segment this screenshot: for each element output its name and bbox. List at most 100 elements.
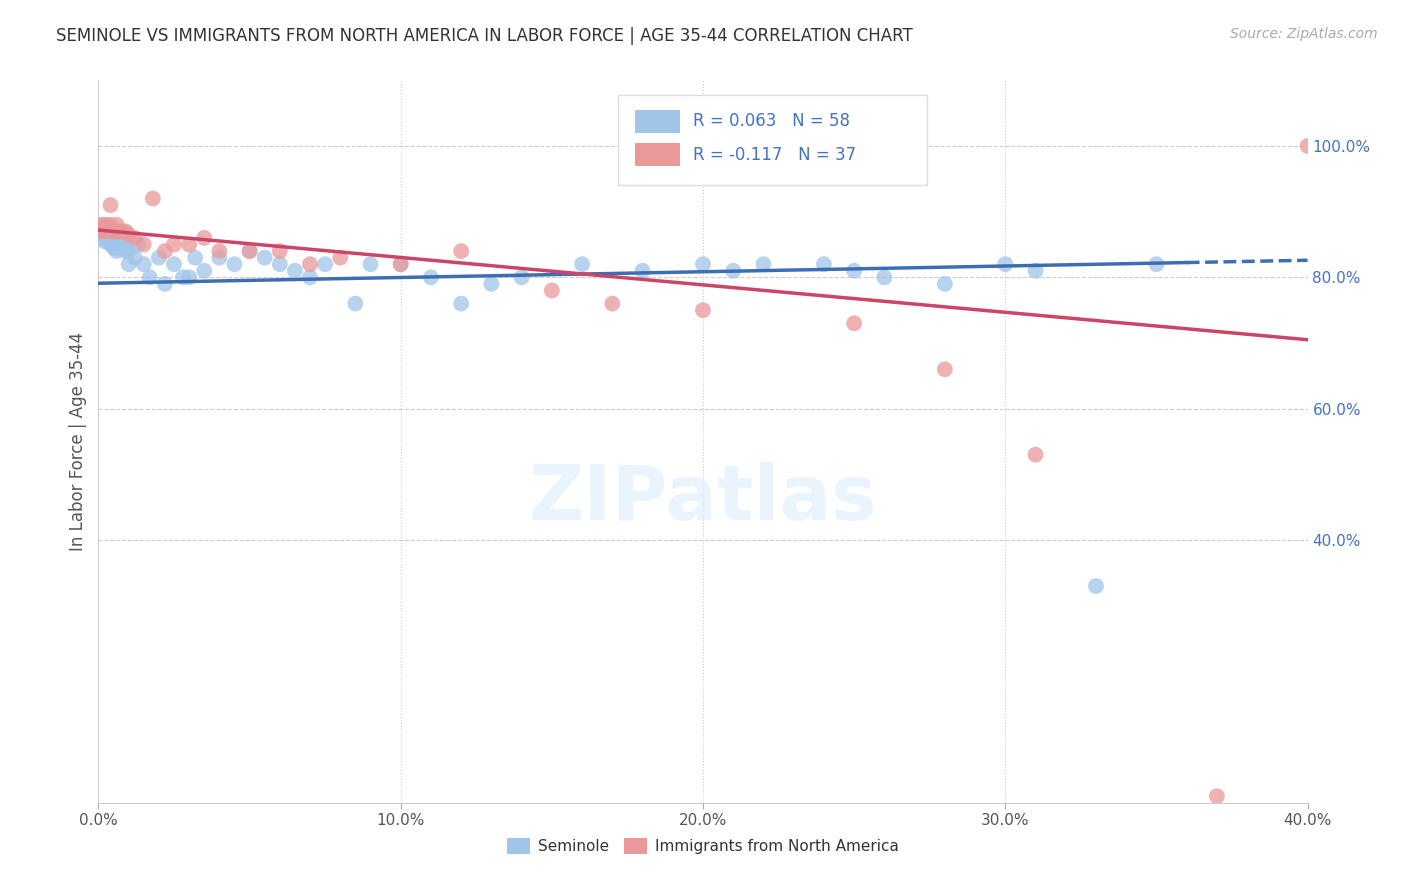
Point: [118, 244, 141, 258]
Point: [540, 284, 562, 298]
Point: [510, 270, 533, 285]
FancyBboxPatch shape: [636, 143, 681, 166]
FancyBboxPatch shape: [619, 95, 927, 185]
Point: [389, 257, 412, 271]
Point: [93, 224, 115, 238]
Point: [132, 257, 155, 271]
Point: [994, 257, 1017, 271]
Point: [208, 251, 231, 265]
Point: [103, 224, 125, 238]
Point: [100, 198, 122, 212]
Point: [153, 244, 176, 258]
Point: [139, 270, 162, 285]
Point: [360, 257, 382, 271]
Point: [329, 251, 352, 265]
Point: [239, 244, 262, 258]
Point: [96, 218, 118, 232]
Point: [1206, 789, 1229, 804]
Point: [184, 251, 207, 265]
Point: [90, 218, 112, 232]
Point: [224, 257, 246, 271]
Point: [723, 264, 745, 278]
Point: [163, 257, 186, 271]
Point: [314, 257, 336, 271]
Point: [111, 234, 134, 248]
Point: [90, 224, 112, 238]
Point: [873, 270, 896, 285]
Point: [692, 303, 714, 318]
Point: [172, 270, 194, 285]
Point: [208, 244, 231, 258]
Point: [1296, 139, 1319, 153]
Point: [602, 296, 624, 310]
Point: [105, 241, 128, 255]
Point: [103, 241, 125, 255]
Point: [96, 224, 118, 238]
Point: [1085, 579, 1108, 593]
Point: [1024, 448, 1046, 462]
Text: R = -0.117   N = 37: R = -0.117 N = 37: [693, 145, 856, 164]
Text: Source: ZipAtlas.com: Source: ZipAtlas.com: [1230, 27, 1378, 41]
Point: [118, 227, 141, 242]
Point: [96, 221, 118, 235]
Point: [450, 296, 472, 310]
Point: [127, 237, 149, 252]
Point: [344, 296, 367, 310]
Point: [93, 227, 115, 242]
Point: [299, 270, 322, 285]
Point: [193, 264, 215, 278]
Point: [105, 218, 128, 232]
Point: [284, 264, 307, 278]
Point: [420, 270, 443, 285]
Point: [299, 257, 322, 271]
Point: [100, 237, 122, 252]
Point: [193, 231, 215, 245]
Y-axis label: In Labor Force | Age 35-44: In Labor Force | Age 35-44: [69, 332, 87, 551]
Point: [179, 270, 201, 285]
Point: [253, 251, 276, 265]
Point: [100, 218, 122, 232]
Point: [100, 231, 122, 245]
Point: [90, 231, 112, 245]
FancyBboxPatch shape: [636, 110, 681, 133]
Point: [108, 237, 131, 252]
Point: [111, 224, 134, 238]
Point: [844, 316, 866, 330]
Point: [93, 221, 115, 235]
Point: [124, 251, 146, 265]
Point: [1144, 257, 1167, 271]
Legend: Seminole, Immigrants from North America: Seminole, Immigrants from North America: [501, 832, 905, 860]
Point: [148, 251, 170, 265]
Point: [163, 237, 186, 252]
Point: [93, 234, 115, 248]
Point: [844, 264, 866, 278]
Point: [269, 244, 291, 258]
Point: [692, 257, 714, 271]
Point: [114, 224, 136, 238]
Point: [103, 224, 125, 238]
Point: [142, 192, 165, 206]
Point: [108, 224, 131, 238]
Point: [631, 264, 654, 278]
Point: [752, 257, 775, 271]
Point: [93, 218, 115, 232]
Point: [132, 237, 155, 252]
Point: [118, 257, 141, 271]
Point: [450, 244, 472, 258]
Text: R = 0.063   N = 58: R = 0.063 N = 58: [693, 112, 851, 130]
Point: [481, 277, 503, 291]
Point: [124, 231, 146, 245]
Point: [96, 221, 118, 235]
Point: [389, 257, 412, 271]
Point: [934, 362, 956, 376]
Point: [153, 277, 176, 291]
Point: [114, 244, 136, 258]
Point: [571, 257, 593, 271]
Point: [103, 234, 125, 248]
Point: [934, 277, 956, 291]
Point: [179, 237, 201, 252]
Text: SEMINOLE VS IMMIGRANTS FROM NORTH AMERICA IN LABOR FORCE | AGE 35-44 CORRELATION: SEMINOLE VS IMMIGRANTS FROM NORTH AMERIC…: [56, 27, 912, 45]
Point: [105, 244, 128, 258]
Point: [813, 257, 835, 271]
Point: [239, 244, 262, 258]
